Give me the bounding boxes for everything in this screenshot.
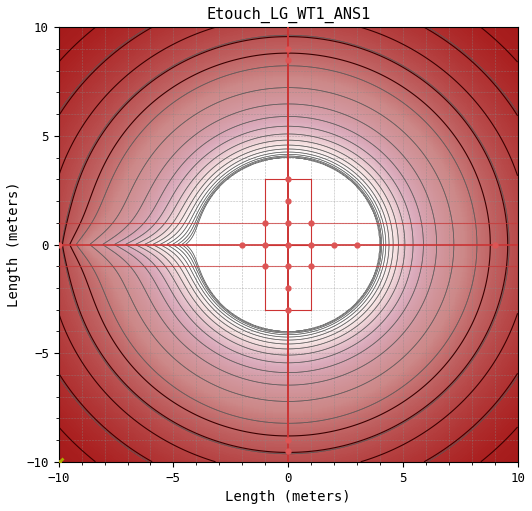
X-axis label: Length (meters): Length (meters) <box>226 490 351 504</box>
Y-axis label: Length (meters): Length (meters) <box>7 182 21 307</box>
Title: Etouch_LG_WT1_ANS1: Etouch_LG_WT1_ANS1 <box>206 7 370 23</box>
